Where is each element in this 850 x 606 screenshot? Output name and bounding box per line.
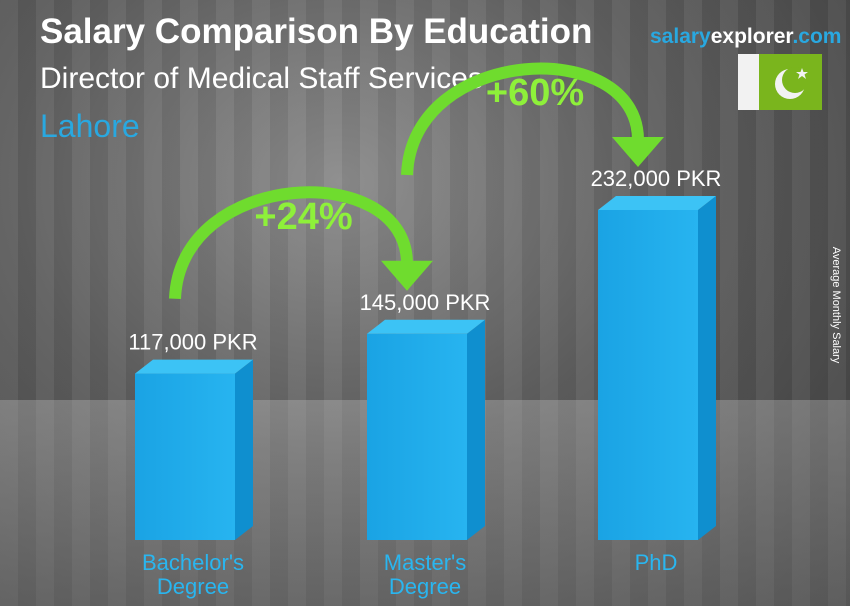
increase-arrow-head	[612, 137, 664, 167]
percent-change-label: +60%	[486, 72, 584, 114]
percent-change-label: +24%	[254, 196, 352, 238]
category-label: Degree	[157, 574, 229, 599]
bar-side	[467, 319, 485, 540]
increase-arrow-head	[381, 260, 433, 291]
brand-part3: .com	[792, 25, 842, 48]
value-label: 232,000 PKR	[591, 166, 722, 191]
category-label: Degree	[389, 574, 461, 599]
category-label: Bachelor's	[142, 550, 244, 575]
category-label: Master's	[384, 550, 466, 575]
bar-top	[135, 359, 253, 374]
bar-side	[235, 359, 253, 540]
increase-arrow-arc	[401, 62, 644, 176]
bar-front	[135, 373, 235, 540]
increase-arrow-arc	[169, 186, 413, 300]
bar-side	[698, 196, 716, 540]
bar-front	[367, 333, 467, 540]
brand-logo[interactable]: salaryexplorer.com	[650, 25, 841, 49]
bar-front	[598, 210, 698, 540]
city-label: Lahore	[40, 108, 140, 144]
brand-part1: salary	[650, 25, 711, 48]
bar-top	[367, 319, 485, 334]
value-label: 145,000 PKR	[360, 290, 491, 315]
brand-part2: explorer	[710, 25, 793, 48]
bar-top	[598, 196, 716, 210]
category-label: PhD	[635, 550, 678, 575]
pakistan-flag-icon	[738, 54, 822, 110]
job-title: Director of Medical Staff Services	[40, 62, 483, 95]
value-label: 117,000 PKR	[128, 330, 257, 355]
page-title: Salary Comparison By Education	[40, 12, 593, 51]
